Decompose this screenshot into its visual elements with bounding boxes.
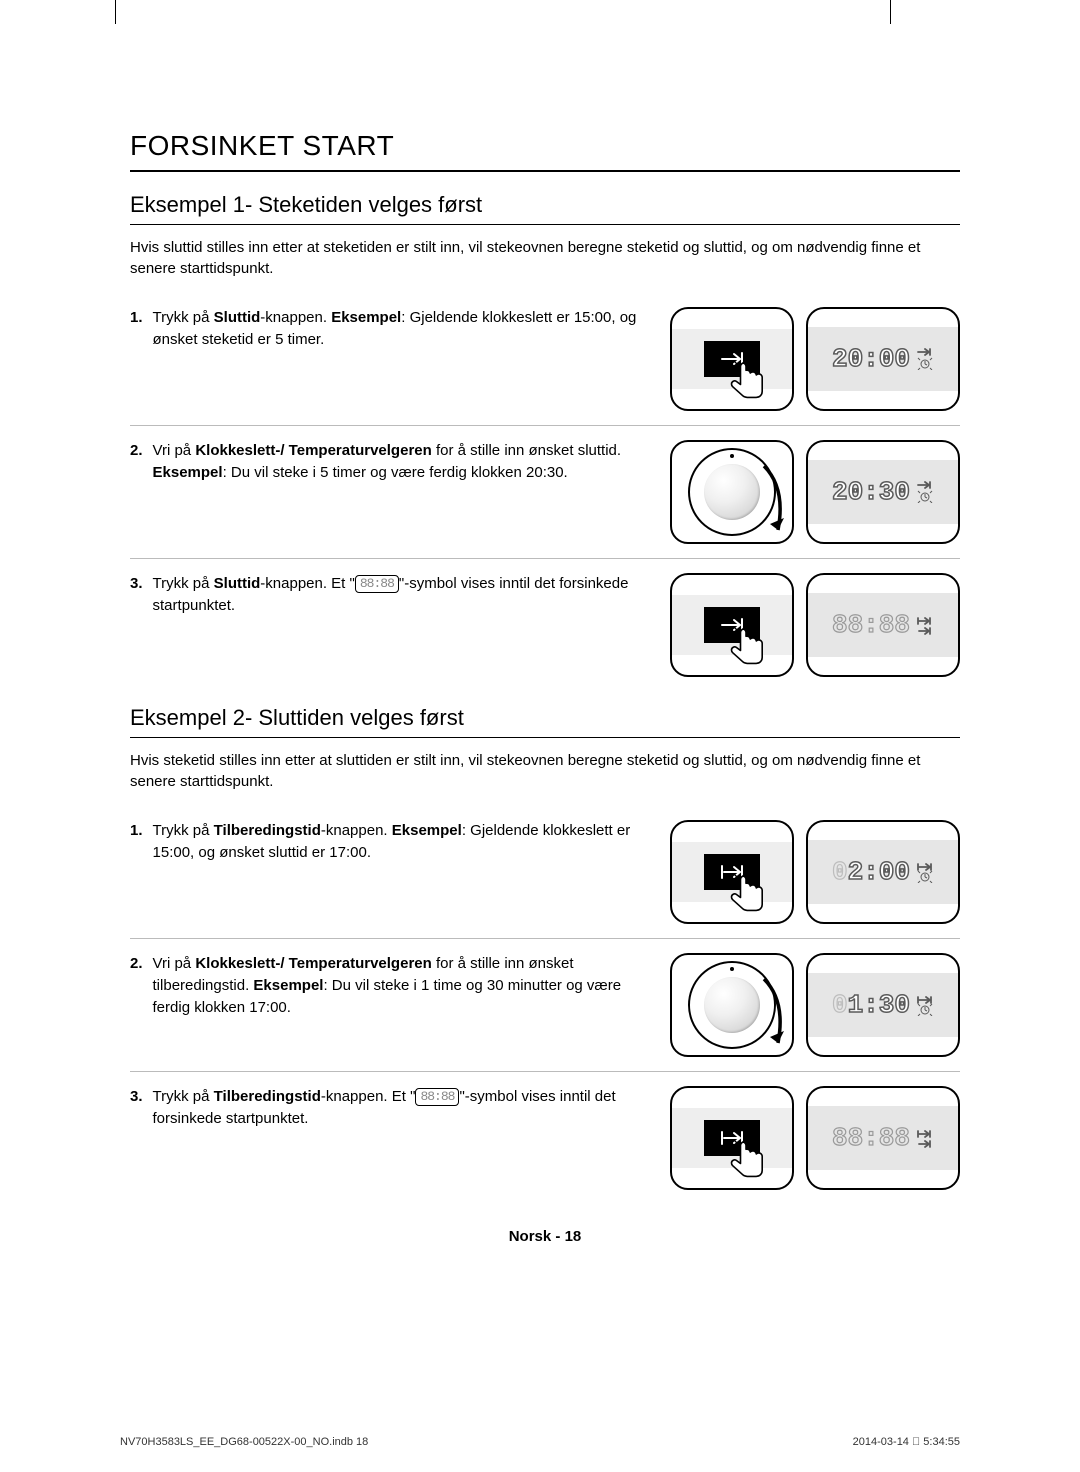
step-description: Trykk på Tilberedingstid-knappen. Eksemp… (153, 820, 650, 864)
example2-title: Eksempel 2- Sluttiden velges først (130, 705, 960, 738)
display-value: 01:30 (832, 990, 910, 1020)
display-value: 20:00 (832, 344, 910, 374)
instruction-step: 3. Trykk på Sluttid-knappen. Et "88:88"-… (130, 559, 960, 691)
instruction-step: 3. Trykk på Tilberedingstid-knappen. Et … (130, 1072, 960, 1204)
hand-icon (724, 870, 774, 924)
manual-page: FORSINKET START Eksempel 1- Steketiden v… (0, 0, 1080, 1472)
example1-intro: Hvis sluttid stilles inn etter at steket… (130, 237, 960, 279)
step-description: Vri på Klokkeslett-/ Temperaturvelgeren … (153, 953, 650, 1018)
step-description: Trykk på Sluttid-knappen. Et "88:88"-sym… (153, 573, 650, 617)
print-file: NV70H3583LS_EE_DG68-00522X-00_NO.indb 18 (120, 1436, 368, 1448)
step-number: 1. (130, 820, 143, 864)
instruction-step: 1. Trykk på Tilberedingstid-knappen. Eks… (130, 806, 960, 939)
display-value: 20:30 (832, 477, 910, 507)
hand-icon (724, 623, 774, 677)
duration-button-figure (670, 1086, 794, 1190)
rotate-arrow-icon (758, 971, 790, 1057)
instruction-step: 1. Trykk på Sluttid-knappen. Eksempel: G… (130, 293, 960, 426)
instruction-step: 2. Vri på Klokkeslett-/ Temperaturvelger… (130, 939, 960, 1072)
display-value: 88:88 (832, 1123, 910, 1153)
display-mode-icon (916, 994, 934, 1016)
instruction-step: 2. Vri på Klokkeslett-/ Temperaturvelger… (130, 426, 960, 559)
step-number: 2. (130, 953, 143, 1018)
display-mode-icon (916, 481, 934, 503)
step-number: 1. (130, 307, 143, 351)
endtime-button-figure (670, 573, 794, 677)
oven-display-figure: 20:00 (806, 307, 960, 411)
rotate-arrow-icon (758, 458, 790, 544)
crop-marks (0, 0, 1080, 40)
example2-intro: Hvis steketid stilles inn etter at slutt… (130, 750, 960, 792)
example1-steps: 1. Trykk på Sluttid-knappen. Eksempel: G… (130, 293, 960, 691)
display-value: 88:88 (832, 610, 910, 640)
hand-icon (724, 1136, 774, 1190)
oven-display-figure: 88:88 (806, 1086, 960, 1190)
display-value: 02:00 (832, 857, 910, 887)
step-number: 3. (130, 1086, 143, 1130)
display-mode-icon (916, 348, 934, 370)
duration-button-figure (670, 820, 794, 924)
oven-display-figure: 01:30 (806, 953, 960, 1057)
dial-figure (670, 440, 794, 544)
display-mode-icon (916, 614, 934, 636)
oven-display-figure: 88:88 (806, 573, 960, 677)
page-footer: Norsk - 18 (130, 1228, 960, 1245)
display-mode-icon (916, 861, 934, 883)
print-footer: NV70H3583LS_EE_DG68-00522X-00_NO.indb 18… (120, 1436, 960, 1448)
dial-figure (670, 953, 794, 1057)
endtime-button-figure (670, 307, 794, 411)
step-description: Trykk på Sluttid-knappen. Eksempel: Gjel… (153, 307, 650, 351)
step-description: Vri på Klokkeslett-/ Temperaturvelgeren … (153, 440, 650, 484)
print-date: 2014-03-14 󰀀 5:34:55 (853, 1436, 960, 1448)
step-description: Trykk på Tilberedingstid-knappen. Et "88… (153, 1086, 650, 1130)
step-number: 3. (130, 573, 143, 617)
example1-title: Eksempel 1- Steketiden velges først (130, 192, 960, 225)
oven-display-figure: 02:00 (806, 820, 960, 924)
example2-steps: 1. Trykk på Tilberedingstid-knappen. Eks… (130, 806, 960, 1204)
step-number: 2. (130, 440, 143, 484)
section-title: FORSINKET START (130, 130, 960, 172)
hand-icon (724, 357, 774, 411)
display-mode-icon (916, 1127, 934, 1149)
oven-display-figure: 20:30 (806, 440, 960, 544)
